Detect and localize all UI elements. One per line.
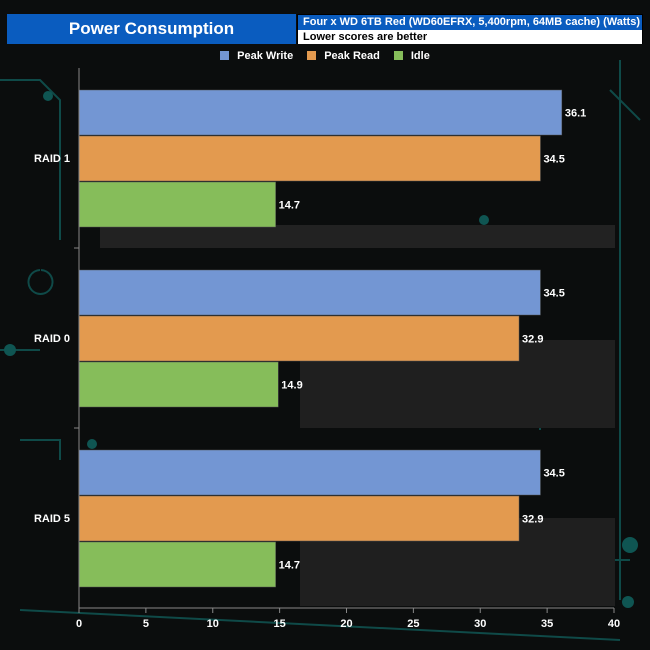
x-tick-label: 30: [474, 618, 486, 630]
bar: [78, 541, 276, 588]
bar: [78, 135, 541, 182]
data-label: 36.1: [565, 108, 586, 120]
bar: [78, 269, 541, 316]
legend-item-idle: Idle: [393, 50, 430, 62]
x-tick-label: 35: [541, 618, 553, 630]
bar: [78, 315, 520, 362]
chart-subtitle: Four x WD 6TB Red (WD60EFRX, 5,400rpm, 6…: [298, 15, 642, 30]
chart-note: Lower scores are better: [298, 30, 642, 44]
x-tick-label: 25: [407, 618, 419, 630]
category-label: RAID 0: [34, 333, 70, 345]
chart-title: Power Consumption: [7, 14, 296, 44]
data-label: 32.9: [522, 514, 543, 526]
bar: [78, 181, 276, 228]
data-label: 14.7: [279, 200, 300, 212]
data-label: 32.9: [522, 334, 543, 346]
category-label: RAID 5: [34, 513, 70, 525]
x-tick-label: 15: [274, 618, 286, 630]
x-tick-label: 5: [143, 618, 149, 630]
data-label: 14.9: [281, 380, 302, 392]
x-tick-label: 0: [76, 618, 82, 630]
bar: [78, 495, 520, 542]
data-label: 14.7: [279, 560, 300, 572]
data-label: 34.5: [543, 468, 564, 480]
x-tick-label: 20: [340, 618, 352, 630]
bar: [78, 361, 279, 408]
subtitle-box: Four x WD 6TB Red (WD60EFRX, 5,400rpm, 6…: [297, 14, 643, 44]
legend-item-peak-read: Peak Read: [307, 50, 380, 62]
category-label: RAID 1: [34, 153, 70, 165]
data-label: 34.5: [543, 154, 564, 166]
bar: [78, 449, 541, 496]
legend: Peak Write Peak Read Idle: [0, 50, 650, 62]
x-tick-label: 40: [608, 618, 620, 630]
x-tick-label: 10: [207, 618, 219, 630]
legend-item-peak-write: Peak Write: [220, 50, 293, 62]
bar: [78, 89, 563, 136]
data-label: 34.5: [543, 288, 564, 300]
